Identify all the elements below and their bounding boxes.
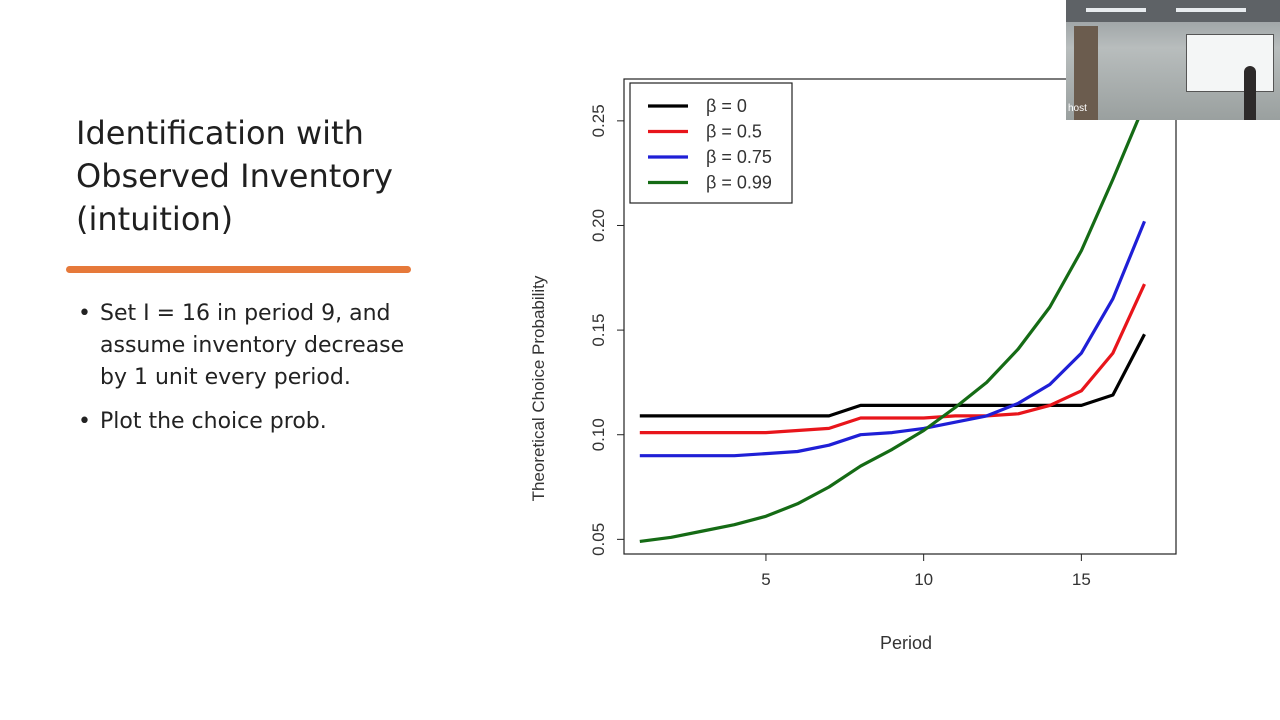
bullet-item: Plot the choice prob. [76, 406, 436, 438]
legend-label: β = 0.75 [706, 147, 772, 167]
y-axis-label: Theoretical Choice Probability [529, 275, 548, 501]
plot-frame [623, 78, 1177, 555]
legend-label: β = 0.5 [706, 122, 762, 142]
choice-probability-chart: 5 10 15 0.05 0.10 0.15 0.20 0.25 Period Theoretic… [529, 78, 1177, 653]
x-axis-label: Period [880, 633, 932, 653]
y-tick-label: 0.05 [589, 523, 608, 556]
y-tick-label: 0.25 [589, 104, 608, 137]
y-tick-label: 0.10 [589, 418, 608, 451]
x-tick-label: 15 [1072, 570, 1091, 589]
series-line [639, 220, 1146, 458]
webcam-video[interactable]: host [1066, 0, 1280, 120]
webcam-ceiling [1066, 0, 1280, 22]
y-tick-label: 0.15 [589, 314, 608, 347]
bullet-item: Set I = 16 in period 9, and assume inven… [76, 298, 436, 394]
legend-label: β = 0 [706, 96, 747, 116]
bullet-list: Set I = 16 in period 9, and assume inven… [76, 298, 436, 450]
webcam-presenter [1244, 66, 1256, 120]
title-underline [66, 266, 411, 273]
webcam-projector-screen [1186, 34, 1274, 92]
webcam-door [1074, 26, 1098, 120]
series-line [639, 283, 1146, 435]
series-line [639, 333, 1146, 418]
legend-label: β = 0.99 [706, 173, 772, 193]
x-tick-label: 5 [761, 570, 770, 589]
x-tick-label: 10 [914, 570, 933, 589]
y-tick-label: 0.20 [589, 209, 608, 242]
webcam-ceiling-light [1176, 8, 1246, 12]
series-line [639, 103, 1146, 543]
slide-title: Identification with Observed Inventory (… [76, 114, 393, 238]
webcam-host-label: host [1068, 103, 1087, 114]
webcam-ceiling-light [1086, 8, 1146, 12]
